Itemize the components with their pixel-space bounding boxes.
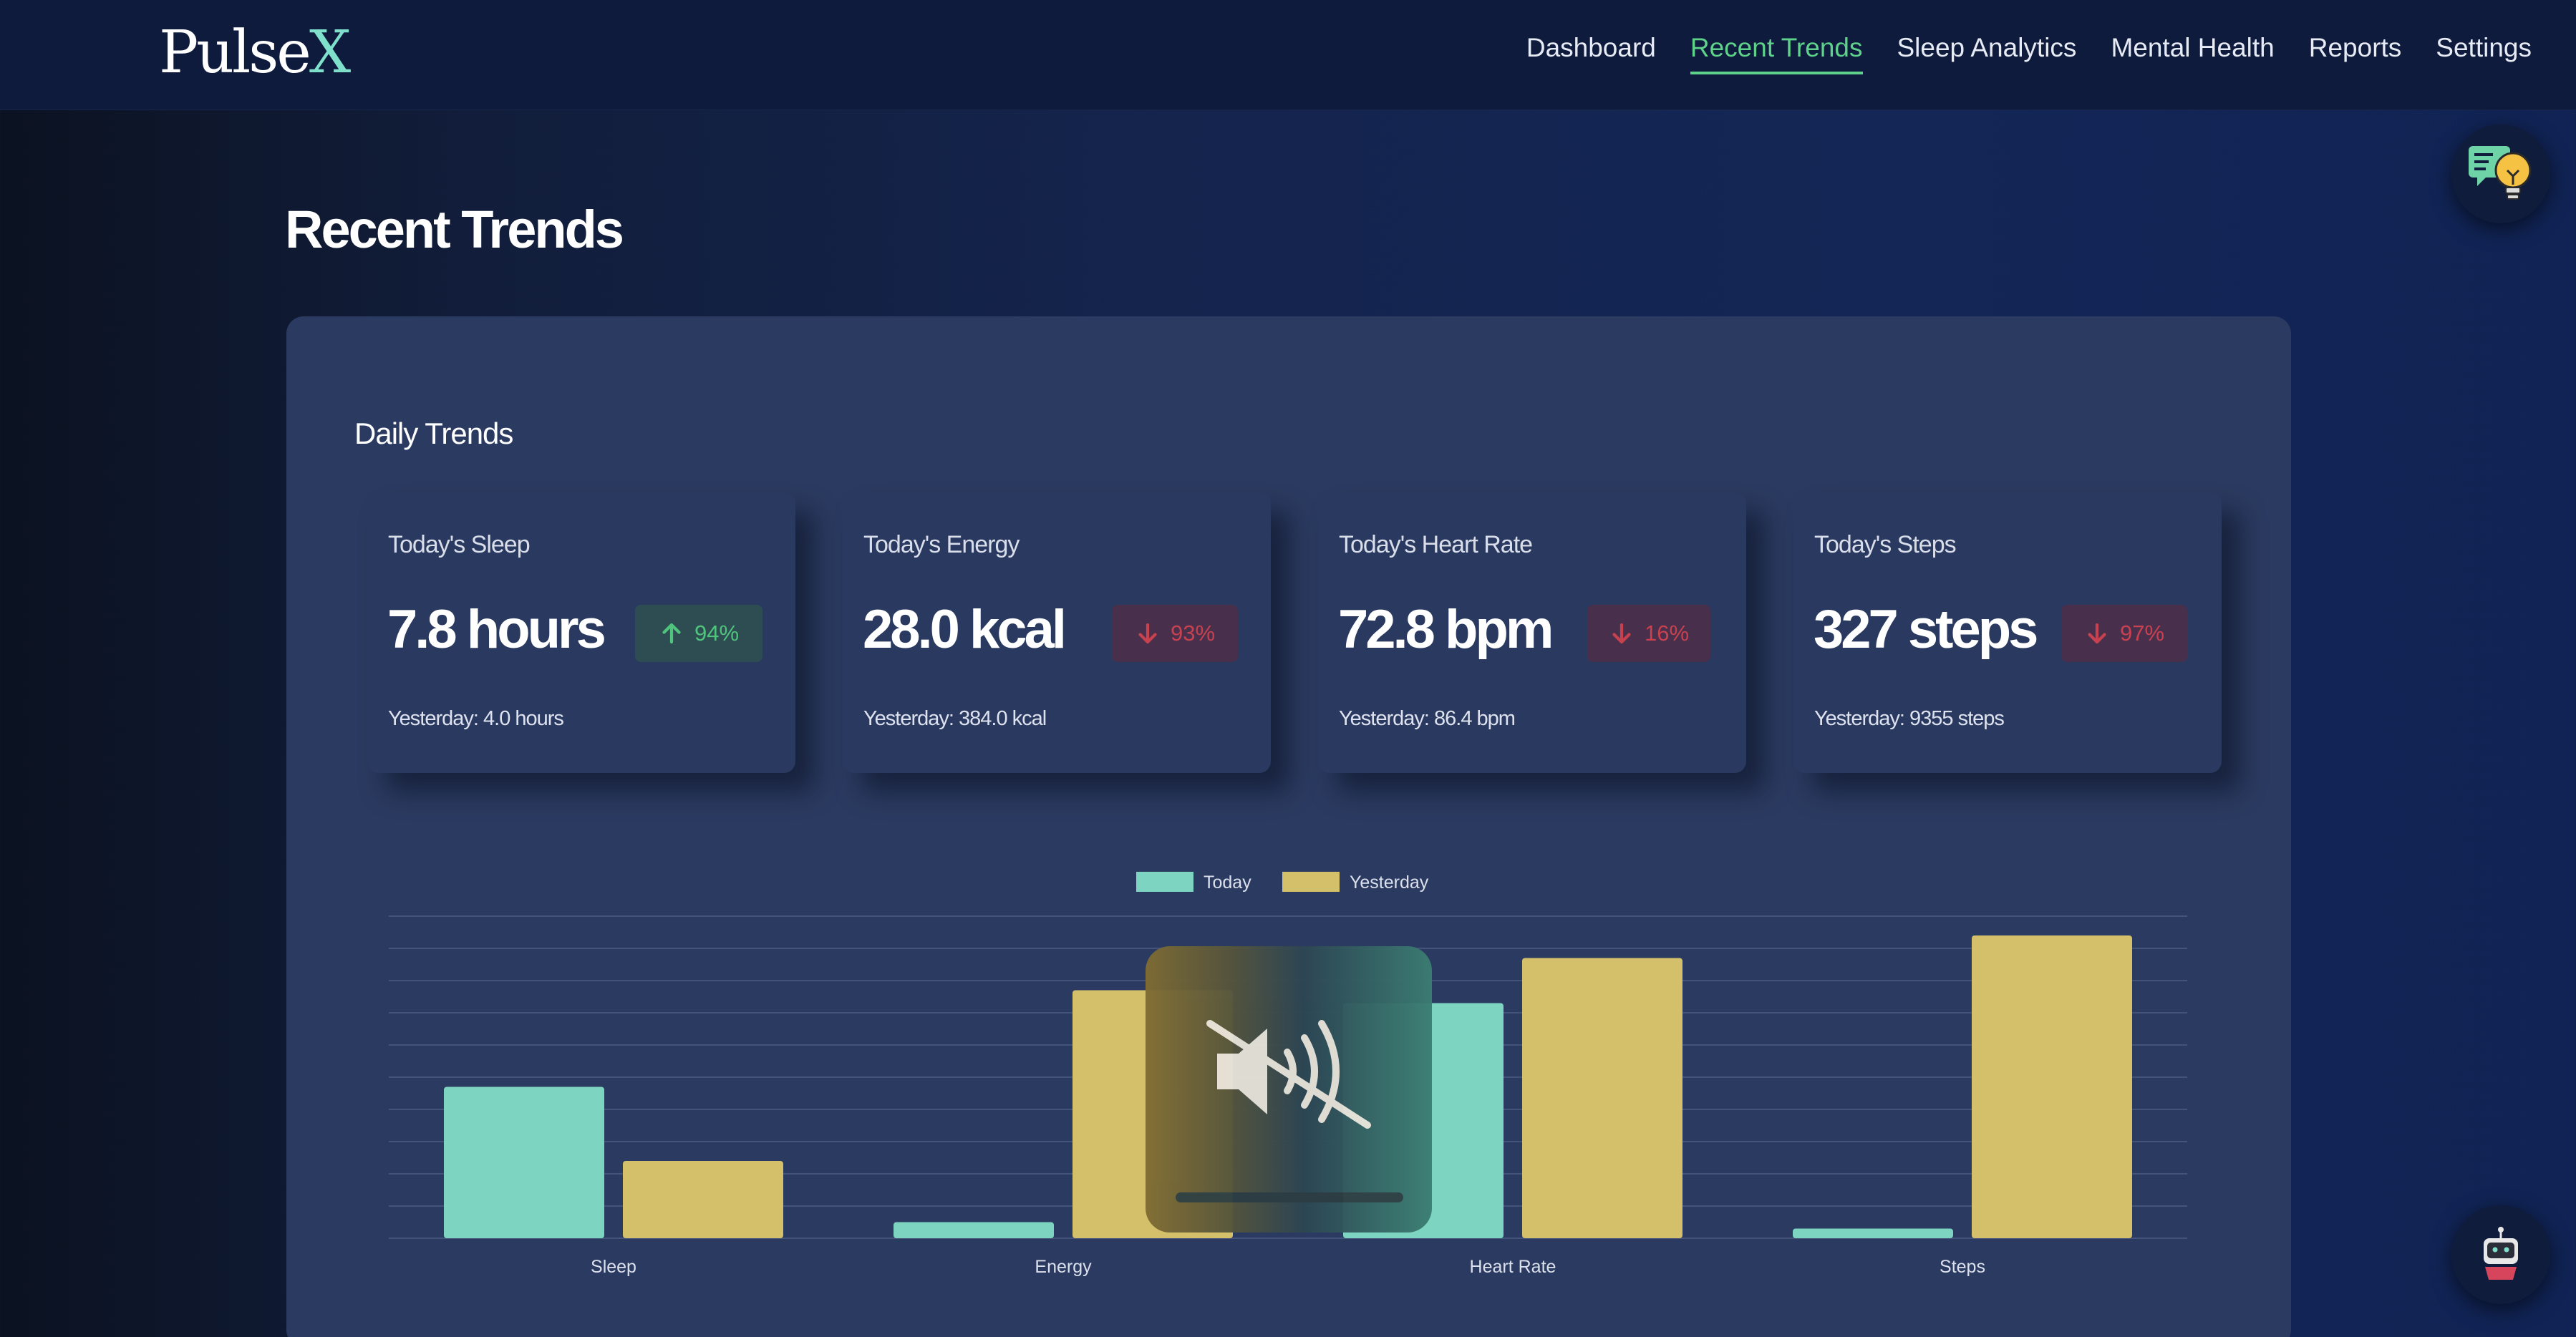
volume-bar: [1176, 1192, 1403, 1202]
card-value: 72.8 bpm: [1338, 599, 1554, 660]
legend-label-today: Today: [1204, 872, 1251, 893]
bar-today-steps: [1793, 1228, 1953, 1238]
x-tick-label: Heart Rate: [1470, 1257, 1556, 1277]
page-title: Recent Trends: [285, 200, 624, 259]
section-title: Daily Trends: [354, 417, 513, 450]
nav-sleep-analytics[interactable]: Sleep Analytics: [1897, 33, 2077, 62]
card-label: Today's Heart Rate: [1339, 531, 1533, 558]
change-value: 16%: [1644, 621, 1690, 646]
bar-yesterday-sleep: [623, 1161, 783, 1238]
card-label: Today's Sleep: [388, 531, 531, 558]
main-nav: Dashboard Recent Trends Sleep Analytics …: [1492, 33, 2532, 74]
arrow-down-icon: [2088, 623, 2106, 644]
bar-today-sleep: [444, 1086, 604, 1238]
card-value: 327 steps: [1814, 599, 2038, 660]
change-badge: 94%: [635, 605, 762, 662]
arrow-up-icon: [662, 623, 681, 644]
card-yesterday: Yesterday: 86.4 bpm: [1339, 707, 1516, 730]
mute-overlay: [1146, 946, 1432, 1233]
logo[interactable]: PulseX: [159, 19, 351, 87]
card-yesterday: Yesterday: 4.0 hours: [388, 707, 564, 730]
x-tick-label: Energy: [1035, 1257, 1092, 1277]
change-badge: 16%: [1587, 605, 1710, 662]
arrow-down-icon: [1138, 623, 1157, 644]
card-energy: Today's Energy 28.0 kcal 93% Yesterday: …: [843, 492, 1271, 773]
card-value: 7.8 hours: [387, 599, 606, 660]
lightbulb-message-icon: [2469, 146, 2532, 200]
robot-icon: [2484, 1227, 2518, 1280]
bar-yesterday-heart-rate: [1522, 958, 1682, 1238]
speaker-muted-icon: [1206, 1020, 1371, 1129]
nav-mental-health[interactable]: Mental Health: [2111, 33, 2275, 62]
assistant-button[interactable]: [2451, 1205, 2550, 1304]
bar-yesterday-steps: [1972, 935, 2132, 1238]
legend-label-yesterday: Yesterday: [1350, 872, 1429, 893]
card-yesterday: Yesterday: 384.0 kcal: [863, 707, 1047, 730]
card-steps: Today's Steps 327 steps 97% Yesterday: 9…: [1793, 492, 2222, 773]
x-tick-label: Steps: [1940, 1257, 1985, 1277]
arrow-down-icon: [1612, 623, 1631, 644]
card-label: Today's Energy: [863, 531, 1020, 558]
card-heart-rate: Today's Heart Rate 72.8 bpm 16% Yesterda…: [1318, 492, 1746, 773]
bar-today-energy: [894, 1222, 1054, 1238]
card-value: 28.0 kcal: [863, 599, 1067, 660]
nav-dashboard[interactable]: Dashboard: [1526, 33, 1656, 62]
card-yesterday: Yesterday: 9355 steps: [1814, 707, 2005, 730]
legend-swatch-yesterday: [1282, 872, 1340, 892]
change-value: 97%: [2119, 621, 2165, 646]
legend-swatch-today: [1136, 872, 1193, 892]
top-nav-bar: PulseX Dashboard Recent Trends Sleep Ana…: [0, 0, 2576, 110]
x-tick-label: Sleep: [591, 1257, 636, 1277]
nav-recent-trends[interactable]: Recent Trends: [1690, 33, 1863, 74]
card-label: Today's Steps: [1814, 531, 1957, 558]
tips-button[interactable]: [2451, 125, 2550, 223]
change-badge: 93%: [1112, 605, 1238, 662]
card-sleep: Today's Sleep 7.8 hours 94% Yesterday: 4…: [367, 492, 795, 773]
logo-accent: X: [309, 19, 351, 87]
logo-main: Pulse: [159, 19, 311, 87]
change-value: 94%: [694, 621, 740, 646]
daily-trends-panel: Daily Trends Today's Sleep 7.8 hours 94%…: [286, 316, 2291, 1337]
nav-reports[interactable]: Reports: [2308, 33, 2402, 62]
change-badge: 97%: [2061, 605, 2187, 662]
change-value: 93%: [1170, 621, 1216, 646]
nav-settings[interactable]: Settings: [2436, 33, 2532, 62]
